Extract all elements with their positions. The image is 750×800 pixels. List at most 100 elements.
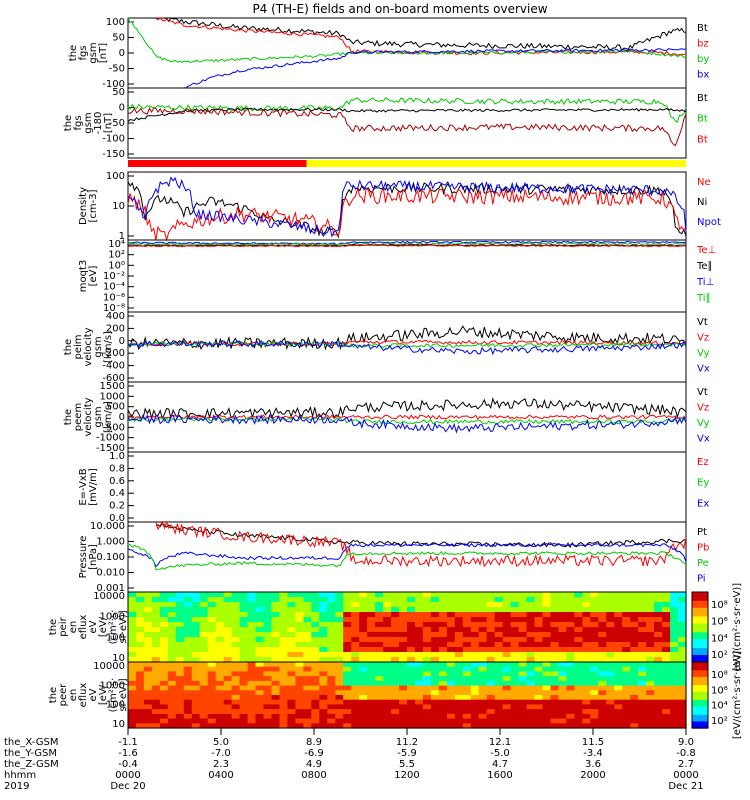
spectrogram-cell xyxy=(295,704,304,710)
panel-ylabel: the peir en eflux eV [eV/(cm²·s· sr·eV)] xyxy=(48,610,129,645)
spectrogram-cell xyxy=(279,671,289,677)
spectrogram-cell xyxy=(327,632,336,638)
spectrogram-cell xyxy=(391,671,400,677)
ylabel-line: peem xyxy=(73,403,84,431)
spectrogram-cell xyxy=(470,699,480,705)
spectrogram-cell xyxy=(151,666,161,672)
spectrogram-cell xyxy=(654,671,663,677)
spectrogram-cell xyxy=(143,666,153,672)
spectrogram-cell xyxy=(383,622,392,628)
spectrogram-cell xyxy=(311,723,320,729)
spectrogram-cell xyxy=(383,695,392,701)
ephemeris-value: -5.9 xyxy=(397,748,417,759)
spectrogram-cell xyxy=(383,602,392,608)
spectrogram-cell xyxy=(263,690,273,696)
spectrogram-cell xyxy=(494,690,504,696)
spectrogram-cell xyxy=(638,718,647,724)
spectrogram-cell xyxy=(446,602,456,608)
ephemeris-row-label: the_Z-GSM xyxy=(4,759,59,770)
spectrogram-cell xyxy=(550,647,560,653)
spectrogram-cell xyxy=(231,632,241,638)
spectrogram-cell xyxy=(167,685,177,691)
spectrogram-cell xyxy=(518,718,528,724)
spectrogram-cell xyxy=(622,637,631,643)
colorbar-segment xyxy=(692,602,708,605)
spectrogram-cell xyxy=(343,676,352,682)
spectrogram-cell xyxy=(375,592,384,598)
spectrogram-cell xyxy=(351,723,360,729)
colorbar-segment xyxy=(692,709,708,713)
spectrogram-cell xyxy=(502,652,512,658)
spectrogram-cell xyxy=(359,699,368,705)
spectrogram-cell xyxy=(207,632,217,638)
spectrogram-cell xyxy=(430,704,440,710)
spectrogram-cell xyxy=(590,592,599,598)
spectrogram-cell xyxy=(207,607,217,613)
spectrogram-cell xyxy=(510,680,520,687)
spectrogram-cell xyxy=(598,647,607,653)
spectrogram-cell xyxy=(143,657,153,663)
spectrogram-cell xyxy=(143,662,153,668)
spectrogram-cell xyxy=(239,597,249,603)
spectrogram-cell xyxy=(415,676,424,682)
spectrogram-cell xyxy=(247,713,257,720)
spectrogram-cell xyxy=(470,597,480,603)
spectrogram-cell xyxy=(646,602,655,608)
spectrogram-cell xyxy=(199,642,209,648)
spectrogram-cell xyxy=(143,699,153,705)
spectrogram-cell xyxy=(662,699,671,705)
spectrogram-cell xyxy=(518,632,528,638)
spectrogram-cell xyxy=(343,602,352,608)
spectrogram-cell xyxy=(151,662,161,668)
spectrogram-cell xyxy=(502,713,512,720)
spectrogram-cell xyxy=(614,685,623,691)
spectrogram-cell xyxy=(502,612,512,618)
colorbar-label: [eV/(cm²·s·sr·eV)] xyxy=(732,651,743,739)
series-line xyxy=(127,186,687,242)
spectrogram-cell xyxy=(534,685,544,691)
ylabel-line: (cm²·s· xyxy=(108,610,119,645)
spectrogram-cell xyxy=(478,723,488,729)
spectrogram-cell xyxy=(279,652,289,658)
legend-entry: Vx xyxy=(697,434,710,445)
y-tick-label: -1000 xyxy=(96,433,125,444)
spectrogram-cell xyxy=(327,647,336,653)
spectrogram-cell xyxy=(462,617,472,623)
spectrogram-cell xyxy=(247,597,257,603)
spectrogram-cell xyxy=(335,699,344,705)
ylabel-line: [nT] xyxy=(98,43,109,63)
spectrogram-cell xyxy=(574,690,583,696)
spectrogram-cell xyxy=(399,597,408,603)
spectrogram-cell xyxy=(510,671,520,677)
spectrogram-cell xyxy=(430,652,440,658)
spectrogram-cell xyxy=(614,652,623,658)
spectrogram-cell xyxy=(622,680,631,687)
legend-entry: Ey xyxy=(697,478,709,489)
spectrogram-cell xyxy=(359,592,368,598)
spectrogram-cell xyxy=(367,671,376,677)
spectrogram-cell xyxy=(622,617,631,623)
spectrogram-cell xyxy=(598,671,607,677)
spectrogram-cell xyxy=(311,642,320,648)
spectrogram-cell xyxy=(438,662,448,668)
spectrogram-cell xyxy=(510,699,520,705)
spectrogram-cell xyxy=(263,622,273,628)
spectrogram-cell xyxy=(446,676,456,682)
spectrogram-cell xyxy=(654,602,663,608)
spectrogram-cell xyxy=(199,718,209,724)
spectrogram-cell xyxy=(295,666,304,672)
spectrogram-cell xyxy=(239,602,249,608)
y-tick-label: 0.8 xyxy=(109,463,125,474)
spectrogram-cell xyxy=(670,695,679,701)
spectrogram-cell xyxy=(215,642,225,648)
spectrogram-cell xyxy=(486,657,496,663)
spectrogram-cell xyxy=(287,713,296,720)
spectrogram-cell xyxy=(175,671,185,677)
spectrogram-cell xyxy=(518,704,528,710)
spectrogram-cell xyxy=(287,637,296,643)
y-tick-label: 10⁻⁸ xyxy=(103,303,125,314)
spectrogram-cell xyxy=(486,642,496,648)
spectrogram-cell xyxy=(422,612,432,618)
spectrogram-cell xyxy=(678,676,687,682)
spectrogram-cell xyxy=(359,709,368,715)
